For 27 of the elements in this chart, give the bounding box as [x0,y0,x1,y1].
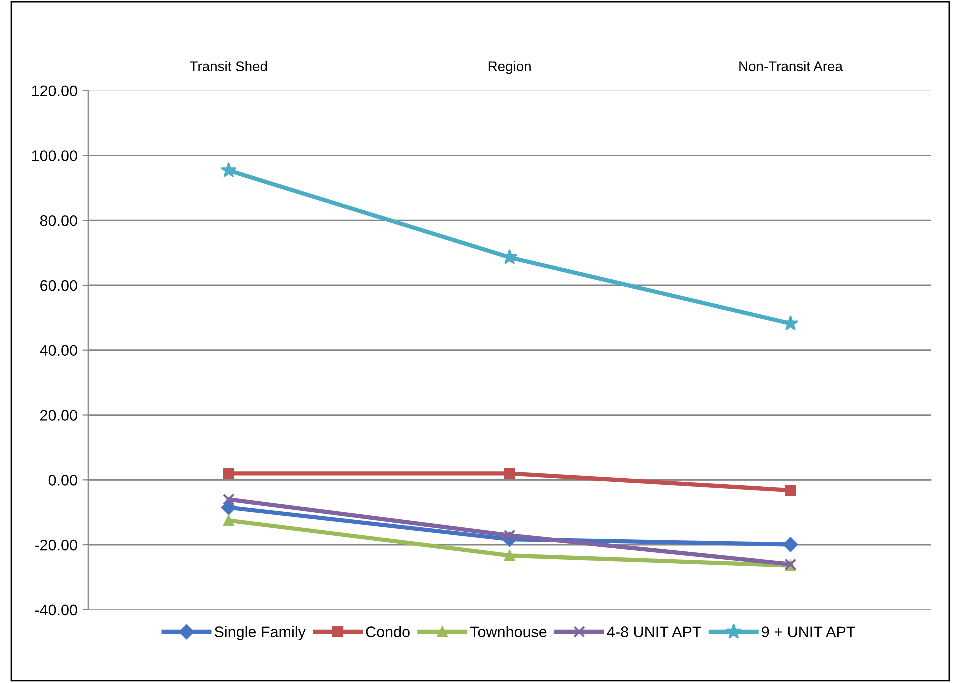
legend-label: Townhouse [470,626,547,638]
point [222,494,235,506]
x-tick-label: Non-Transit Area [740,61,843,72]
legend-label: 9 + UNIT APT [762,626,856,638]
point [223,515,234,526]
legend-label: Single Family [214,626,306,641]
y-tick-label: -20.00 [35,540,78,551]
y-tick-label: 100.00 [32,150,78,162]
legend-label: Condo [366,626,410,638]
y-tick-label: 80.00 [40,215,78,226]
point [504,530,516,542]
point [783,537,798,552]
y-tick-label: -40.00 [35,604,78,616]
y-tick-label: 60.00 [40,280,78,292]
y-tick-label: 0.00 [48,475,78,486]
y-tick-label: 40.00 [40,345,78,356]
y-tick-label: 20.00 [40,410,78,421]
point [220,162,237,178]
y-tick-label: 120.00 [32,86,78,97]
point [504,550,516,562]
point [504,468,516,480]
point [221,500,236,516]
legend-label: 4-8 UNIT APT [607,626,702,638]
point [223,468,234,480]
point [785,484,796,496]
x-tick-label: Region [488,61,531,74]
x-tick-label: Transit Shed [190,61,268,72]
